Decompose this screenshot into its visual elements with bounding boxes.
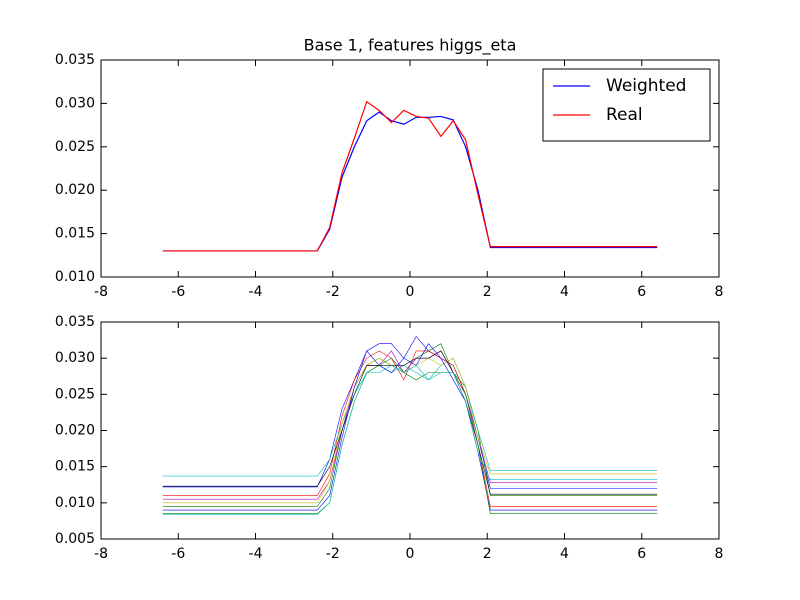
series-line [162,357,658,504]
legend-label: Real [606,105,643,125]
x-tick-label: -4 [249,284,263,300]
y-tick-label: 0.030 [55,95,95,111]
y-tick-label: 0.035 [55,52,95,68]
series-line [162,335,658,489]
series-line [162,365,658,515]
y-tick-label: 0.010 [55,269,95,285]
x-tick-label: 4 [560,546,569,562]
x-tick-label: 0 [406,546,415,562]
y-tick-label: 0.020 [55,423,95,439]
series-line [162,350,658,500]
legend-box [542,68,711,142]
x-tick-label: 2 [483,284,492,300]
x-tick-label: 8 [715,546,724,562]
series-line [162,350,658,495]
x-tick-label: -6 [171,284,185,300]
y-tick-label: 0.030 [55,350,95,366]
x-tick-label: 8 [715,284,724,300]
y-tick-label: 0.025 [55,139,95,155]
x-tick-label: 2 [483,546,492,562]
series-line [162,343,658,507]
y-tick-label: 0.005 [55,531,95,547]
x-tick-label: 4 [560,284,569,300]
y-tick-label: 0.010 [55,495,95,511]
x-tick-label: -4 [249,546,263,562]
series-line [162,343,658,511]
x-tick-label: 6 [637,284,646,300]
x-tick-label: 0 [406,284,415,300]
x-tick-label: -8 [94,546,108,562]
legend-label: Weighted [606,76,686,96]
series-line [162,111,658,252]
y-tick-label: 0.025 [55,386,95,402]
x-tick-label: 6 [637,546,646,562]
series-line [162,350,658,507]
series-line [162,100,658,252]
x-tick-label: -8 [94,284,108,300]
chart-title: Base 1, features higgs_eta [304,36,517,56]
x-tick-label: -6 [171,546,185,562]
series-line [162,357,658,514]
y-tick-label: 0.015 [55,459,95,475]
y-tick-label: 0.035 [55,314,95,330]
series-line [162,357,658,477]
x-tick-label: -2 [326,546,340,562]
y-tick-label: 0.020 [55,182,95,198]
y-tick-label: 0.015 [55,226,95,242]
x-tick-label: -2 [326,284,340,300]
